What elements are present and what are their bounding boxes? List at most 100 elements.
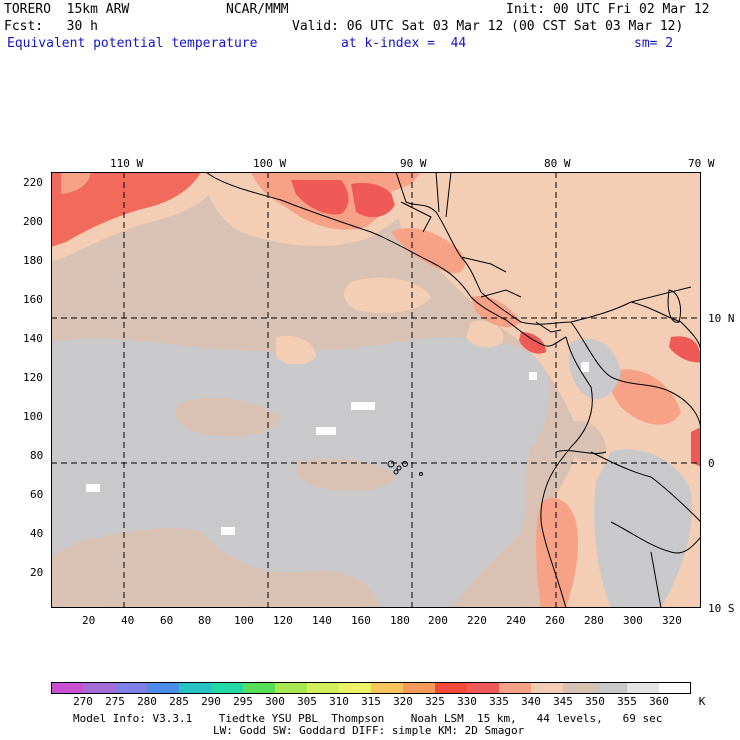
model-info-line1: Model Info: V3.3.1 Tiedtke YSU PBL Thomp…	[73, 712, 663, 725]
colorbar-swatch	[499, 682, 532, 694]
coast-mexico-ca	[205, 172, 567, 347]
y-tick-20: 20	[30, 566, 44, 579]
colorbar-level-label: 320	[393, 695, 413, 708]
model-info-line2: LW: Godd SW: Goddard DIFF: simple KM: 2D…	[213, 724, 525, 737]
colorbar-level-label: 300	[265, 695, 285, 708]
y-tick-180: 180	[23, 254, 43, 267]
border-peru-brazil	[590, 451, 701, 523]
x-tick-320: 320	[662, 614, 682, 627]
y-tick-100: 100	[23, 410, 43, 423]
field-land-red-3	[691, 427, 701, 467]
colorbar-swatch	[371, 682, 404, 694]
colorbar-swatch	[147, 682, 180, 694]
colorbar-level-label: 290	[201, 695, 221, 708]
x-tick-140: 140	[312, 614, 332, 627]
colorbar-level-label: 345	[553, 695, 573, 708]
border-ca-1	[400, 201, 432, 233]
colorbar-unit: K	[698, 695, 706, 708]
galapagos-islands	[387, 460, 423, 476]
x-tick-160: 160	[351, 614, 371, 627]
level-label: at k-index = 44	[341, 36, 467, 51]
field-hot-nw	[51, 172, 201, 247]
field-land-red-2	[669, 336, 701, 363]
y-tick-40: 40	[30, 527, 44, 540]
border-ecuador	[555, 450, 607, 454]
border-s-1	[610, 521, 701, 554]
colorbar-swatch	[531, 682, 564, 694]
field-land-red-1	[519, 332, 546, 354]
x-tick-60: 60	[160, 614, 174, 627]
valid-time: Valid: 06 UTC Sat 03 Mar 12 (00 CST Sat …	[292, 19, 684, 34]
field-land-grey-1	[568, 338, 621, 400]
field-land-grey-2	[594, 449, 692, 608]
field-white-speck-1	[316, 427, 336, 435]
x-tick-80: 80	[198, 614, 212, 627]
colorbar-swatch	[435, 682, 468, 694]
y-tick-200: 200	[23, 215, 43, 228]
colorbar-frame	[51, 682, 691, 694]
theta-e-map	[51, 172, 701, 608]
colorbar-level-label: 360	[649, 695, 669, 708]
field-red-coast-2	[351, 182, 396, 218]
map-frame	[51, 172, 701, 608]
field-warm-patch-2	[276, 335, 316, 365]
border-ca-2	[435, 172, 440, 213]
forecast-hour: Fcst: 30 h	[4, 19, 98, 34]
colorbar-swatch	[115, 682, 148, 694]
field-warm-patch-1	[344, 277, 431, 314]
model-label: TORERO 15km ARW	[4, 2, 130, 17]
colorbar-level-label: 355	[617, 695, 637, 708]
field-grey-ocean-2	[51, 472, 159, 525]
colorbar-swatch	[307, 682, 340, 694]
galapagos-island-3	[402, 461, 408, 467]
coast-venezuela	[630, 301, 701, 353]
x-tick-220: 220	[467, 614, 487, 627]
colorbar-level-label: 280	[137, 695, 157, 708]
lon-label-90w: 90 W	[400, 157, 427, 170]
colorbar-swatch	[403, 682, 436, 694]
x-tick-40: 40	[121, 614, 135, 627]
lat-label-10s: 10 S	[708, 602, 735, 615]
border-ca-3	[445, 172, 452, 218]
lon-label-100w: 100 W	[253, 157, 287, 170]
field-title: Equivalent potential temperature	[7, 36, 258, 51]
galapagos-island-4	[393, 469, 399, 475]
colorbar	[51, 682, 691, 694]
field-tan-pocket-2	[296, 458, 396, 491]
colorbar-level-label: 335	[489, 695, 509, 708]
colorbar-swatch	[179, 682, 212, 694]
lake-maracaibo	[667, 289, 682, 323]
border-ca-5	[480, 289, 522, 298]
colorbar-level-label: 275	[105, 695, 125, 708]
galapagos-island-5	[419, 472, 423, 476]
colorbar-level-label: 325	[425, 695, 445, 708]
coastlines	[205, 172, 701, 608]
field-land-salmon-3	[609, 369, 681, 425]
colorbar-level-label: 305	[297, 695, 317, 708]
x-tick-260: 260	[545, 614, 565, 627]
border-andes	[570, 321, 701, 433]
y-tick-60: 60	[30, 488, 44, 501]
colorbar-swatch	[211, 682, 244, 694]
field-white-speck-5	[529, 372, 537, 380]
field-red-coast	[291, 180, 349, 215]
field-warm-patch-3	[466, 320, 504, 348]
colorbar-level-label: 330	[457, 695, 477, 708]
field-salmon-nw	[61, 172, 91, 194]
x-tick-20: 20	[82, 614, 96, 627]
y-tick-120: 120	[23, 371, 43, 384]
colorbar-swatch	[339, 682, 372, 694]
colorbar-swatch	[627, 682, 660, 694]
lon-label-70w: 70 W	[688, 157, 715, 170]
colorbar-level-label: 340	[521, 695, 541, 708]
colorbar-swatch	[51, 682, 84, 694]
field-white-speck-2	[351, 402, 375, 410]
x-tick-100: 100	[234, 614, 254, 627]
init-time: Init: 00 UTC Fri 02 Mar 12	[506, 2, 710, 17]
lat-label-0: 0	[708, 457, 715, 470]
colorbar-swatch	[243, 682, 276, 694]
field-white-speck-6	[581, 362, 589, 372]
x-tick-200: 200	[428, 614, 448, 627]
field-white-speck-3	[86, 484, 100, 492]
lon-label-110w: 110 W	[110, 157, 144, 170]
